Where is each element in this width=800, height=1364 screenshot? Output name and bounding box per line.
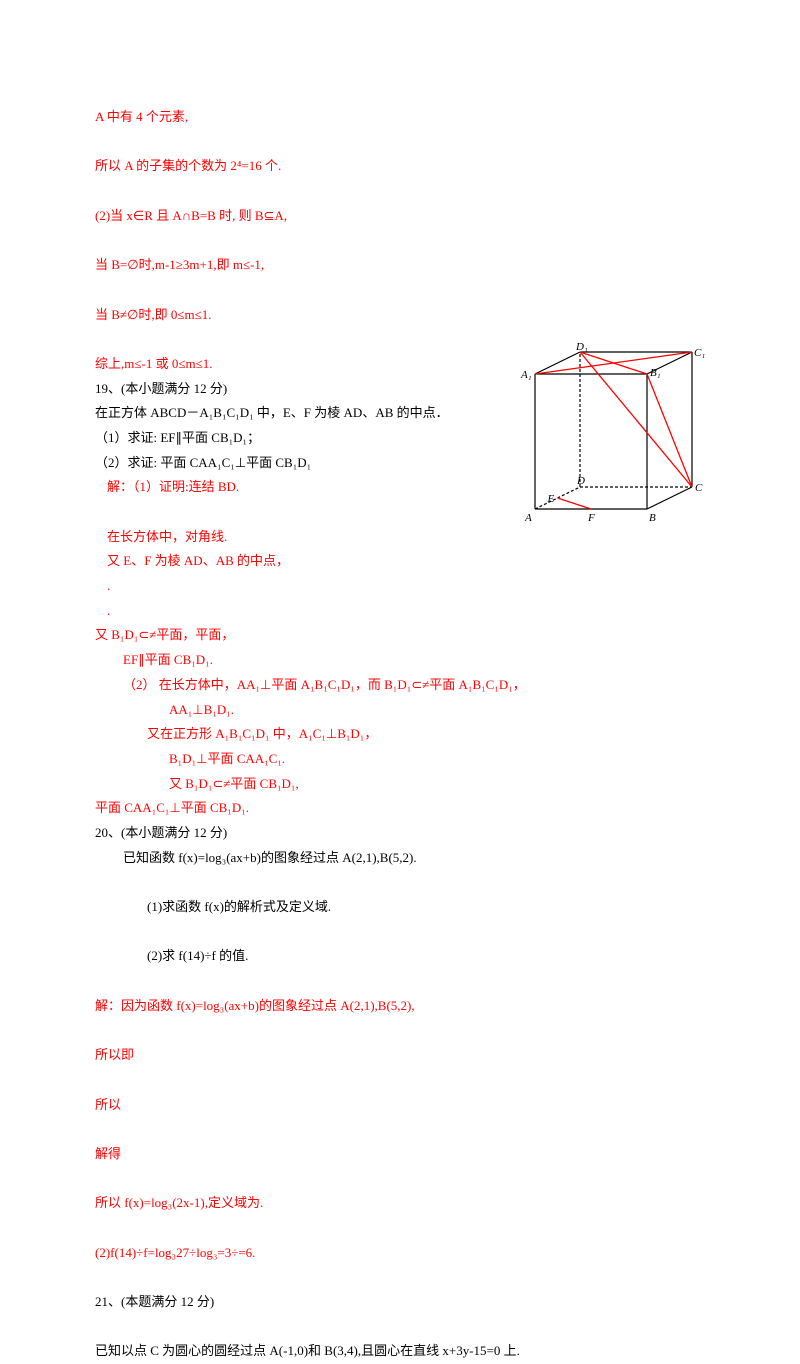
q21-title: 21、(本题满分 12 分) — [95, 1290, 705, 1315]
q19-solution-8d: B₁D₁⊥平面 CAA₁C₁. — [95, 747, 705, 772]
q19-solution-8b: AA₁⊥B₁D₁. — [95, 698, 705, 723]
svg-text:D₁: D₁ — [575, 341, 588, 353]
q20-solution-5: 所以 f(x)=log₃(2x-1),定义域为. — [95, 1191, 705, 1216]
svg-text:A: A — [524, 512, 532, 524]
q19-solution-6: 又 B₁D₁⊂≠平面，平面， — [95, 623, 705, 648]
q19-solution-1: 解：（1）证明:连结 BD. — [95, 475, 535, 500]
prev-answer-line-2: 所以 A 的子集的个数为 2⁴=16 个. — [95, 154, 705, 179]
q19-solution-2: 在长方体中，对角线. — [95, 525, 535, 550]
q20-problem-line-2: (1)求函数 f(x)的解析式及定义域. — [95, 895, 705, 920]
prev-answer-line-1: A 中有 4 个元素, — [95, 105, 705, 130]
svg-text:B: B — [649, 512, 656, 524]
q19-solution-3: 又 E、F 为棱 AD、AB 的中点， — [95, 549, 535, 574]
q19-problem-line-3: （2）求证: 平面 CAA₁C₁⊥平面 CB₁D₁ — [95, 451, 535, 476]
q21-problem-line-1: 已知以点 C 为圆心的圆经过点 A(-1,0)和 B(3,4),且圆心在直线 x… — [95, 1339, 705, 1364]
q20-solution-4: 解得 — [95, 1142, 705, 1167]
q19-solution-8c: 又在正方形 A₁B₁C₁D₁ 中，A₁C₁⊥B₁D₁， — [95, 722, 705, 747]
q19-problem-line-2: （1）求证: EF∥平面 CB₁D₁； — [95, 426, 535, 451]
q19-solution-9: 平面 CAA₁C₁⊥平面 CB₁D₁. — [95, 796, 705, 821]
svg-text:B₁: B₁ — [650, 367, 661, 379]
svg-text:D: D — [576, 475, 585, 487]
prev-answer-line-5: 当 B≠∅时,即 0≤m≤1. — [95, 303, 705, 328]
svg-text:E: E — [547, 493, 555, 505]
q19-solution-4: . — [95, 574, 535, 599]
q20-problem-line-3: (2)求 f(14)÷f 的值. — [95, 944, 705, 969]
q20-title: 20、(本小题满分 12 分) — [95, 821, 705, 846]
q20-solution-1: 解：因为函数 f(x)=log₃(ax+b)的图象经过点 A(2,1),B(5,… — [95, 994, 705, 1019]
q19-problem-line-1: 在正方体 ABCD－A₁B₁C₁D₁ 中，E、F 为棱 AD、AB 的中点． — [95, 401, 535, 426]
q20-solution-6: (2)f(14)÷f=log₃27÷log₃=3÷=6. — [95, 1241, 705, 1266]
q20-problem-line-1: 已知函数 f(x)=log₃(ax+b)的图象经过点 A(2,1),B(5,2)… — [95, 846, 705, 871]
svg-text:C₁: C₁ — [694, 347, 705, 359]
prev-answer-line-3: (2)当 x∈R 且 A∩B=B 时, 则 B⊆A, — [95, 204, 705, 229]
q20-solution-3: 所以 — [95, 1093, 705, 1118]
svg-text:F: F — [587, 512, 595, 524]
prev-answer-line-4: 当 B=∅时,m-1≥3m+1,即 m≤-1, — [95, 253, 705, 278]
svg-text:C: C — [695, 482, 703, 494]
q19-solution-5: . — [95, 599, 535, 624]
q19-solution-7: EF∥平面 CB₁D₁. — [95, 648, 705, 673]
q19-solution-8a: （2） 在长方体中，AA₁⊥平面 A₁B₁C₁D₁，而 B₁D₁⊂≠平面 A₁B… — [95, 673, 705, 698]
cube-diagram: D₁ C₁ A₁ B₁ D C A B E F — [517, 339, 712, 529]
q19-solution-8e: 又 B₁D₁⊂≠平面 CB₁D₁, — [95, 772, 705, 797]
q19-title: 19、(本小题满分 12 分) — [95, 377, 535, 402]
svg-text:A₁: A₁ — [520, 369, 532, 381]
q20-solution-2: 所以即 — [95, 1043, 705, 1068]
